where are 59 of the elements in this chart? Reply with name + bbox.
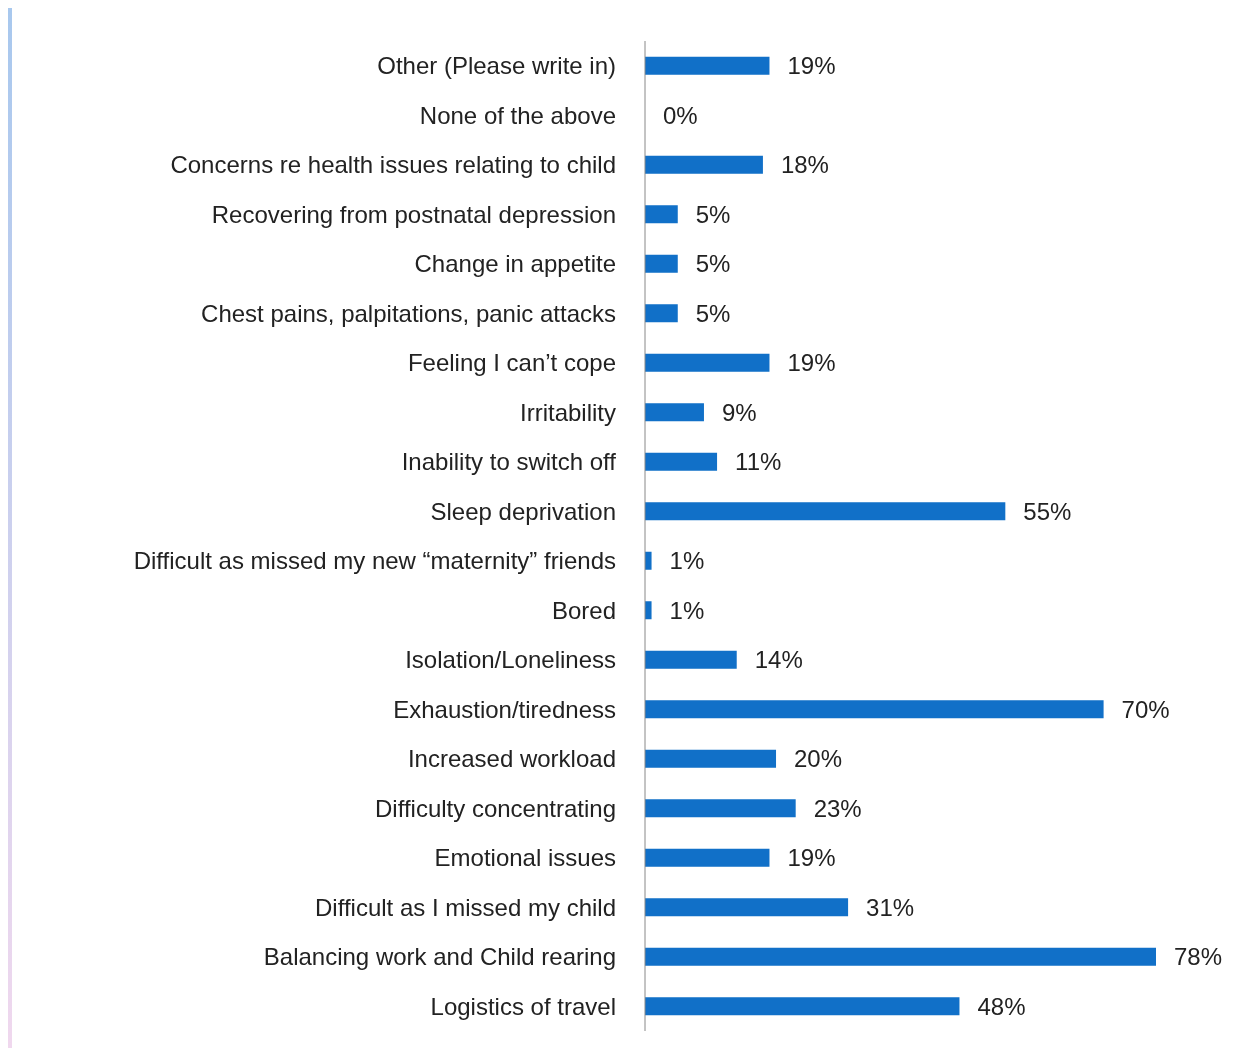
y-tick-label: Logistics of travel: [430, 992, 616, 1020]
bar: [645, 551, 652, 570]
data-label: 19%: [787, 349, 836, 377]
data-label: 18%: [780, 151, 829, 179]
y-tick-label: Difficulty concentrating: [374, 794, 616, 822]
bar: [645, 997, 960, 1016]
y-tick-label: Difficult as missed my new “maternity” friends: [133, 547, 616, 575]
bar: [645, 898, 849, 917]
y-tick-label: Exhaustion/tiredness: [393, 695, 616, 723]
data-label: 1%: [669, 596, 705, 624]
bar: [645, 254, 678, 273]
y-tick-label: Bored: [551, 596, 616, 624]
data-label: 78%: [1174, 943, 1223, 971]
data-label: 23%: [813, 794, 862, 822]
bar: [645, 155, 763, 174]
bar: [645, 700, 1104, 719]
data-label: 11%: [735, 448, 782, 476]
y-tick-label: Feeling I can’t cope: [407, 349, 616, 377]
y-tick-label: Change in appetite: [414, 250, 616, 278]
data-label: 70%: [1121, 695, 1170, 723]
y-tick-label: Increased workload: [407, 745, 616, 773]
bar: [645, 650, 737, 669]
bar: [645, 353, 770, 372]
y-tick-label: Sleep deprivation: [430, 497, 616, 525]
data-label: 0%: [663, 101, 698, 129]
bar: [645, 749, 777, 768]
y-tick-label: None of the above: [419, 101, 616, 129]
data-label: 19%: [787, 844, 836, 872]
data-label: 55%: [1023, 497, 1072, 525]
data-label: 5%: [695, 250, 731, 278]
bar: [645, 601, 652, 620]
y-tick-label: Recovering from postnatal depression: [211, 200, 616, 228]
bar: [645, 56, 770, 75]
bar: [645, 403, 704, 422]
y-tick-label: Other (Please write in): [377, 52, 616, 80]
data-label: 48%: [977, 992, 1026, 1020]
y-tick-label: Inability to switch off: [401, 448, 617, 476]
data-label: 9%: [721, 398, 757, 426]
data-label: 20%: [794, 745, 843, 773]
y-tick-label: Chest pains, palpitations, panic attacks: [201, 299, 616, 327]
bar: [645, 205, 678, 224]
data-label: 14%: [754, 646, 803, 674]
bar: [645, 452, 718, 471]
data-label: 31%: [866, 893, 915, 921]
y-tick-label: Balancing work and Child rearing: [263, 943, 616, 971]
bar: [645, 947, 1156, 966]
y-tick-label: Difficult as I missed my child: [315, 893, 616, 921]
data-label: 19%: [787, 52, 836, 80]
data-label: 5%: [695, 299, 731, 327]
data-label: 5%: [695, 200, 731, 228]
bar: [645, 848, 770, 867]
bar: [645, 502, 1006, 521]
y-tick-label: Concerns re health issues relating to child: [170, 151, 616, 179]
y-tick-label: Isolation/Loneliness: [405, 646, 616, 674]
y-tick-label: Irritability: [519, 398, 616, 426]
bar: [645, 799, 796, 818]
y-tick-label: Emotional issues: [434, 844, 616, 872]
data-label: 1%: [669, 547, 705, 575]
bar: [645, 304, 678, 323]
